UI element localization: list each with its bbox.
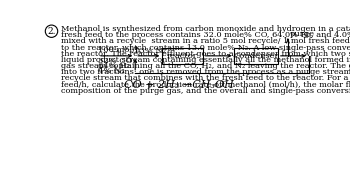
Text: Methanol is synthesized from carbon monoxide and hydrogen in a catalytic reactor: Methanol is synthesized from carbon mono…	[61, 25, 350, 33]
Text: into two fractions: one is removed from the process as a purge stream, and the o: into two fractions: one is removed from …	[61, 68, 350, 76]
Text: CO + 2H₂ →CH₃OH: CO + 2H₂ →CH₃OH	[125, 80, 234, 90]
Text: liquid product stream containing essentially all the methanol formed in the reac: liquid product stream containing essenti…	[61, 56, 350, 64]
Text: mixed with a recycle  stream in a ratio 5 mol recycle/ 1 mol fresh feed to produ: mixed with a recycle stream in a ratio 5…	[61, 37, 350, 45]
Text: recycle stream that combines with the fresh feed to the reactor. For a basis of : recycle stream that combines with the fr…	[61, 74, 350, 82]
Bar	[234, 48, 278, 64]
Text: 13% N₂: 13% N₂	[134, 47, 166, 55]
Text: composition of the purge gas, and the overall and single-pass conversions.: composition of the purge gas, and the ov…	[61, 87, 350, 95]
Text: gas stream containing all the CO, H₂, and N₂ leaving the reactor. The gas stream: gas stream containing all the CO, H₂, an…	[61, 62, 350, 70]
Text: reactor: reactor	[167, 52, 198, 60]
Text: 32% CO: 32% CO	[98, 57, 133, 65]
Text: 64% H₂: 64% H₂	[98, 62, 130, 70]
Bar	[162, 48, 203, 64]
Text: fresh feed to the process contains 32.0 mole% CO, 64.0% H₂, and 4.0% N₂. This st: fresh feed to the process contains 32.0 …	[61, 31, 350, 39]
Circle shape	[45, 25, 58, 37]
Text: Condenser: Condenser	[233, 52, 279, 60]
Text: 4% N₂: 4% N₂	[98, 67, 125, 75]
Text: purge: purge	[290, 30, 315, 38]
Text: the reactor. The reactor effluent goes to a condenser from which two streams eme: the reactor. The reactor effluent goes t…	[61, 50, 350, 58]
Text: 2.: 2.	[47, 27, 56, 36]
Text: 100 mol/h: 100 mol/h	[98, 46, 140, 54]
Text: feed/h, calculate the production rate off methanol (mol/h), the molar flow rate : feed/h, calculate the production rate of…	[61, 81, 350, 89]
Text: to the reactor, which contains 13.0 mole% N₂. A low single-pass conversion is at: to the reactor, which contains 13.0 mole…	[61, 44, 350, 52]
